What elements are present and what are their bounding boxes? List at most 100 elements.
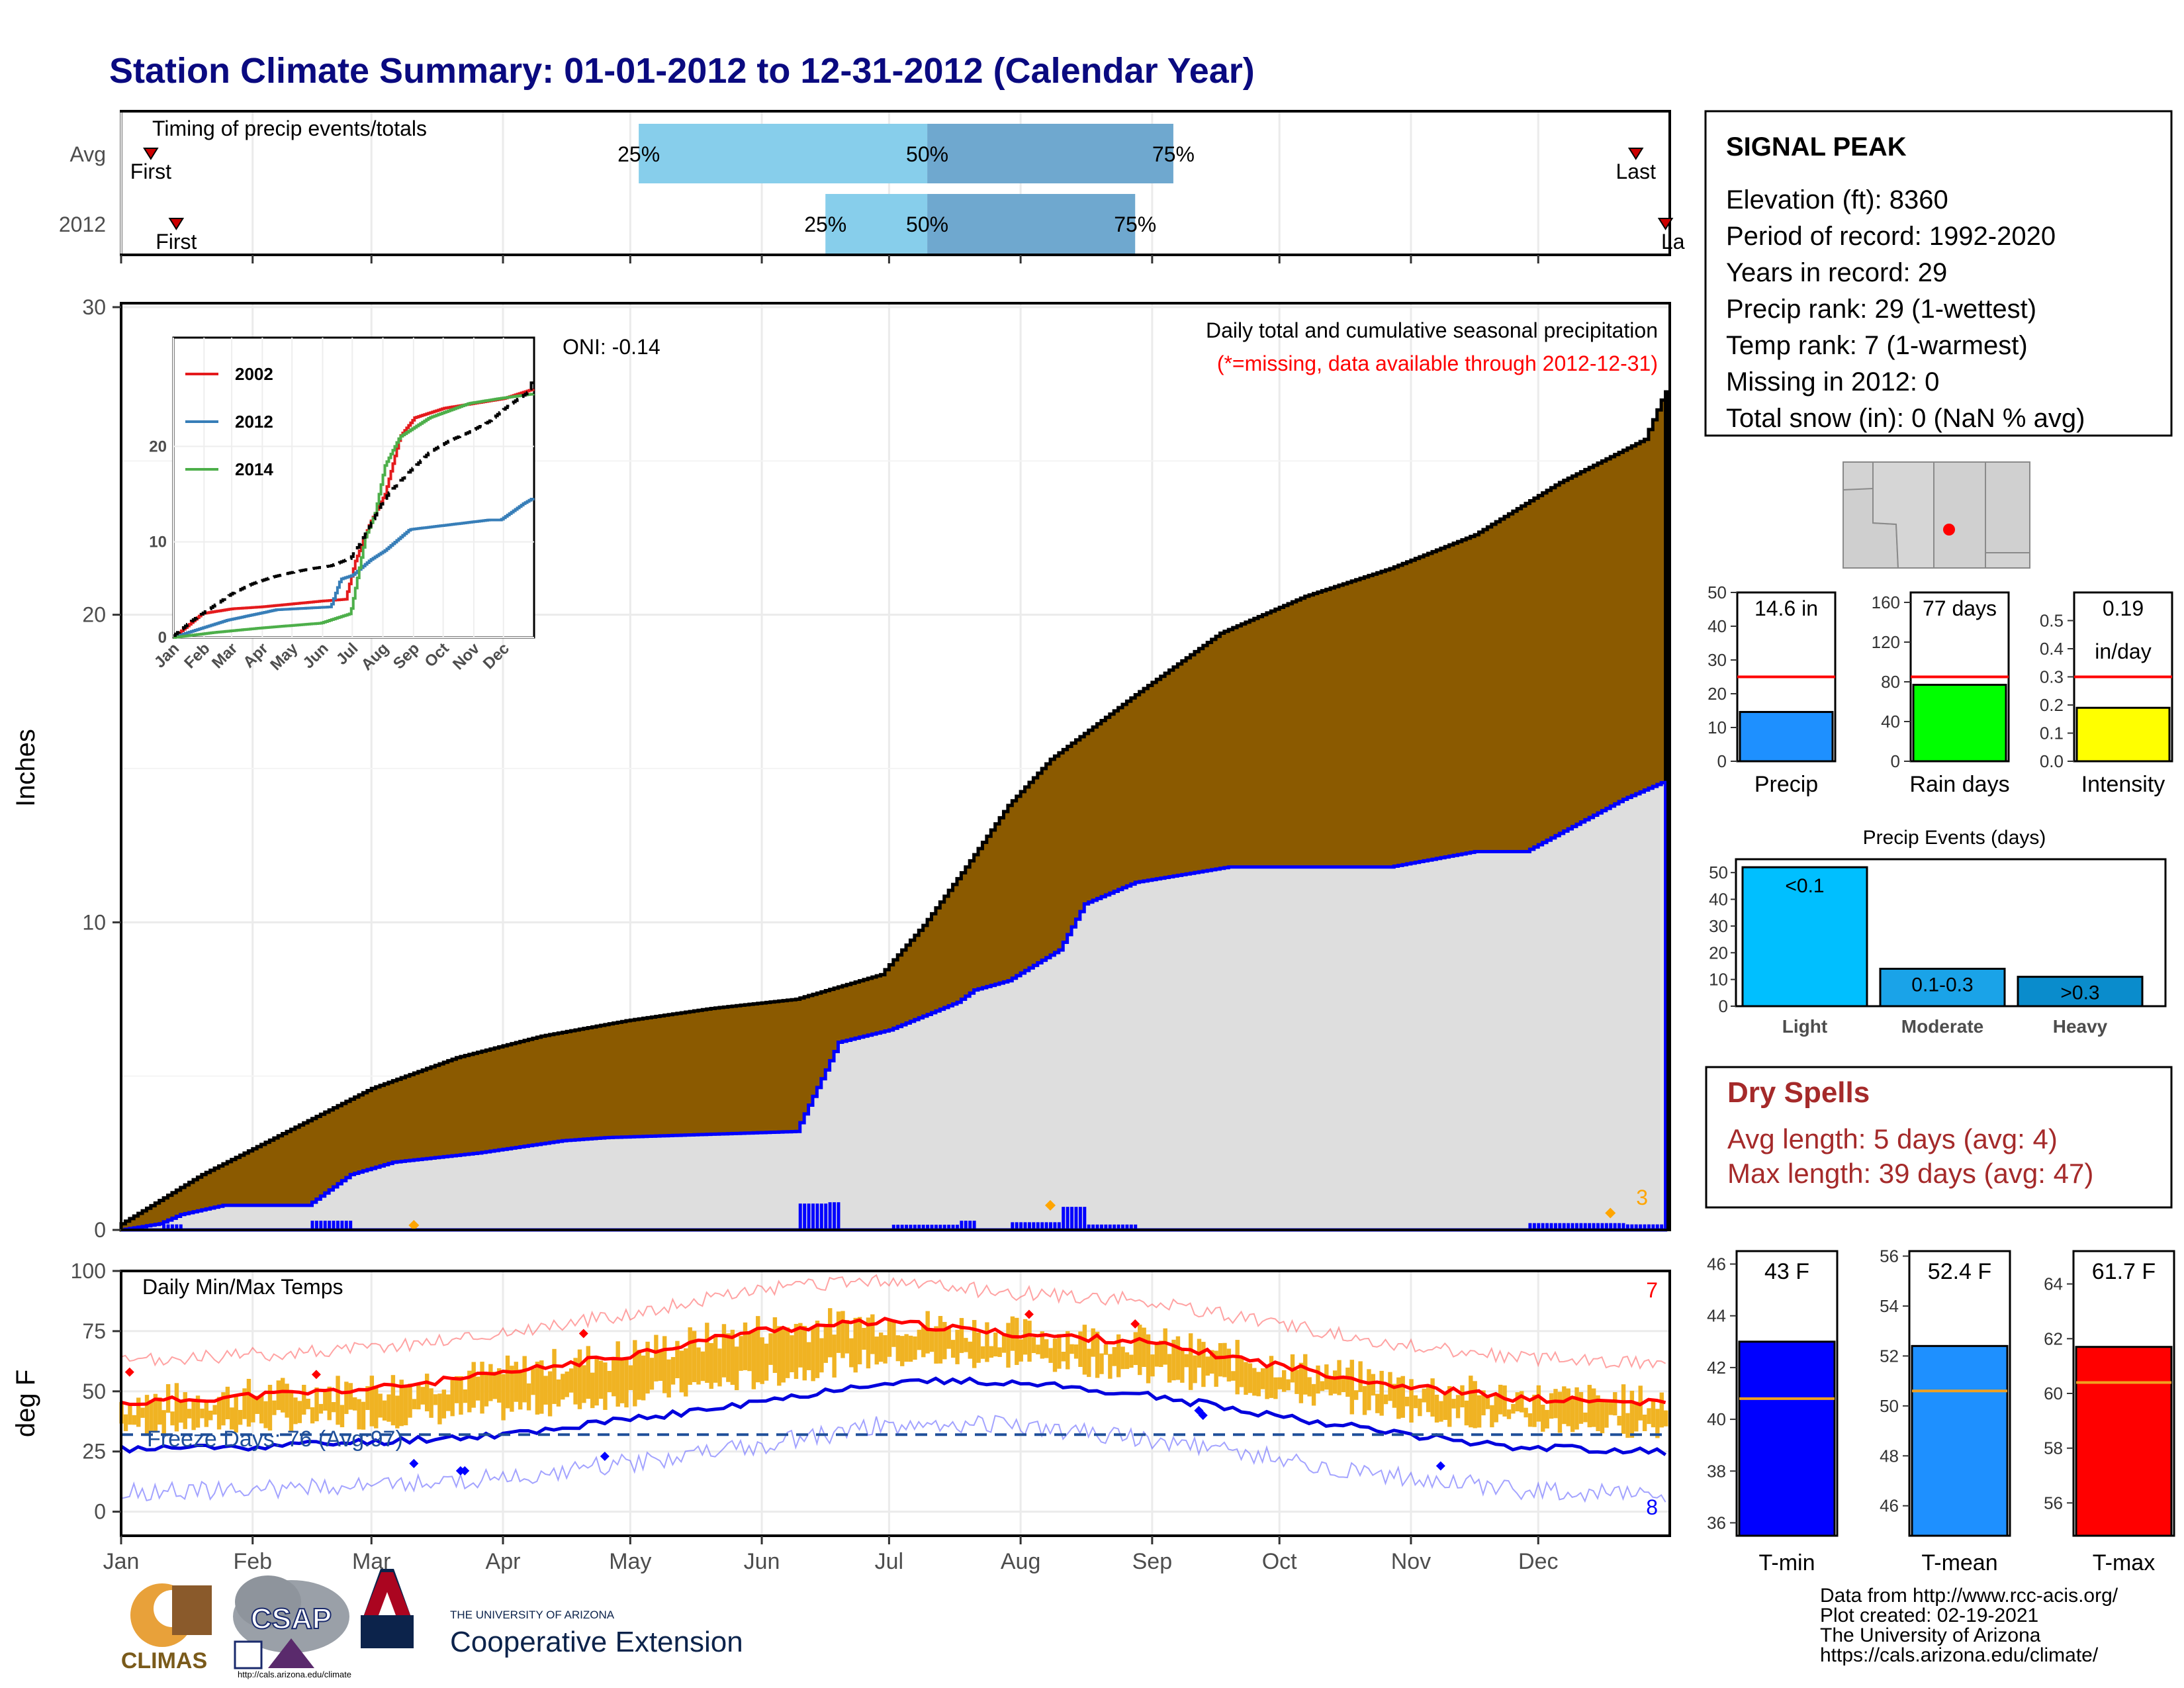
- daily-temp-bar: [1647, 1408, 1651, 1425]
- daily-temp-bar: [1328, 1377, 1333, 1395]
- temp-record-marker: [600, 1452, 610, 1461]
- daily-temp-bar: [183, 1392, 187, 1429]
- daily-temp-bar: [1634, 1401, 1639, 1432]
- daily-temp-bar: [942, 1322, 947, 1360]
- daily-temp-bar: [1655, 1409, 1660, 1438]
- daily-temp-bar: [492, 1372, 497, 1399]
- page-title: Station Climate Summary: 01-01-2012 to 1…: [109, 51, 1255, 91]
- daily-temp-bar: [993, 1333, 998, 1357]
- daily-temp-bar: [1545, 1409, 1549, 1429]
- daily-temp-bar: [318, 1403, 324, 1414]
- daily-temp-bar: [929, 1329, 934, 1352]
- daily-temp-bar: [1265, 1366, 1269, 1399]
- daily-precip-bar: [1019, 1222, 1023, 1230]
- gauge-value-text: 77 days: [1923, 596, 1997, 620]
- daily-temp-bar: [781, 1328, 786, 1383]
- daily-temp-bar: [433, 1394, 438, 1405]
- daily-temp-bar: [1358, 1361, 1363, 1392]
- station-line-4: Precip rank: 29 (1-wettest): [1726, 295, 2036, 324]
- gauge-tick-label: 0: [1717, 751, 1727, 771]
- daily-precip-bar: [332, 1221, 336, 1230]
- daily-temp-bar: [1095, 1331, 1100, 1378]
- daily-temp-bar: [1222, 1342, 1227, 1378]
- daily-temp-bar: [1307, 1377, 1312, 1397]
- daily-temp-bar: [959, 1318, 964, 1353]
- daily-temp-bar: [1532, 1394, 1537, 1427]
- daily-precip-bar: [1596, 1223, 1600, 1230]
- daily-precip-bar: [1567, 1223, 1570, 1230]
- daily-precip-bar: [1125, 1224, 1129, 1230]
- daily-temp-bar: [1469, 1376, 1473, 1428]
- daily-precip-bar: [310, 1221, 314, 1230]
- daily-temp-bar: [908, 1335, 913, 1362]
- daily-temp-bar: [955, 1329, 960, 1364]
- daily-precip-bar: [1558, 1223, 1562, 1230]
- daily-temp-bar: [849, 1338, 854, 1368]
- ua-logo: THE UNIVERSITY OF ARIZONA Cooperative Ex…: [361, 1569, 743, 1658]
- daily-precip-bar: [947, 1225, 951, 1230]
- month-label: Jan: [103, 1549, 140, 1574]
- daily-temp-bar: [191, 1399, 196, 1430]
- daily-temp-bar: [1214, 1350, 1218, 1387]
- daily-temp-bar: [454, 1376, 459, 1403]
- temp-bar-t-mean: [1911, 1344, 2009, 1537]
- daily-temp-bar: [1524, 1407, 1528, 1418]
- daily-temp-bar: [1332, 1370, 1338, 1394]
- daily-temp-bar: [561, 1374, 565, 1400]
- daily-temp-bar: [1617, 1415, 1621, 1426]
- daily-temp-bar: [1404, 1396, 1410, 1407]
- daily-precip-bar: [1083, 1207, 1087, 1230]
- timing-bar-q25-q50: [639, 124, 928, 183]
- climas-text: CLIMAS: [121, 1648, 207, 1673]
- daily-temp-bar: [573, 1358, 578, 1405]
- daily-temp-bar: [475, 1376, 480, 1401]
- daily-temp-bar: [654, 1335, 659, 1382]
- daily-temp-bar: [641, 1355, 646, 1401]
- daily-temp-bar: [1663, 1410, 1668, 1427]
- oni-label: ONI: -0.14: [563, 335, 660, 359]
- daily-temp-bar: [972, 1320, 977, 1368]
- daily-precip-bar: [1040, 1222, 1044, 1230]
- temp-record-marker: [124, 1367, 134, 1377]
- temp-record-marker: [1435, 1461, 1445, 1471]
- daily-temp-bar: [832, 1335, 837, 1378]
- daily-precip-bar: [926, 1225, 930, 1230]
- daily-precip-bar: [942, 1225, 946, 1230]
- daily-temp-bar: [267, 1384, 273, 1431]
- daily-temp-bar: [1124, 1352, 1130, 1370]
- gauge-bar-precip: [1739, 711, 1834, 763]
- month-label: Dec: [1518, 1549, 1558, 1574]
- events-bar-label: 0.1-0.3: [1911, 974, 1973, 996]
- daily-temp-bar: [751, 1331, 756, 1389]
- daily-temp-bar: [281, 1378, 285, 1413]
- events-bar-light: [1741, 866, 1868, 1008]
- events-bar-label: <0.1: [1785, 875, 1824, 897]
- daily-precip-bar: [349, 1221, 353, 1230]
- daily-temp-bar: [798, 1323, 803, 1368]
- daily-temp-bar: [263, 1401, 268, 1429]
- daily-temp-bar: [429, 1388, 433, 1418]
- daily-temp-bar: [1282, 1370, 1287, 1392]
- daily-temp-bar: [569, 1368, 574, 1393]
- daily-temp-bar: [412, 1399, 417, 1409]
- daily-temp-bar: [1651, 1399, 1656, 1428]
- daily-precip-bar: [819, 1203, 823, 1230]
- daily-temp-bar: [1163, 1328, 1167, 1365]
- daily-temp-bar: [739, 1336, 743, 1371]
- events-bar-heavy: [2017, 976, 2144, 1008]
- daily-temp-bar: [446, 1394, 451, 1411]
- daily-temp-bar: [1464, 1400, 1469, 1426]
- temp-record-marker: [578, 1329, 588, 1338]
- daily-temp-bar: [675, 1340, 680, 1379]
- daily-precip-bar: [909, 1225, 913, 1230]
- daily-temp-bar: [459, 1376, 463, 1415]
- daily-temp-bar: [272, 1400, 277, 1415]
- daily-temp-bar: [1600, 1401, 1605, 1434]
- daily-temp-bar: [577, 1349, 582, 1409]
- daily-precip-bar: [913, 1225, 917, 1230]
- daily-temp-bar: [844, 1320, 850, 1354]
- daily-temp-bar: [946, 1327, 951, 1349]
- daily-temp-bar: [891, 1320, 896, 1347]
- daily-temp-bar: [1320, 1381, 1325, 1391]
- temp-bar-tick-label: 64: [2044, 1274, 2063, 1294]
